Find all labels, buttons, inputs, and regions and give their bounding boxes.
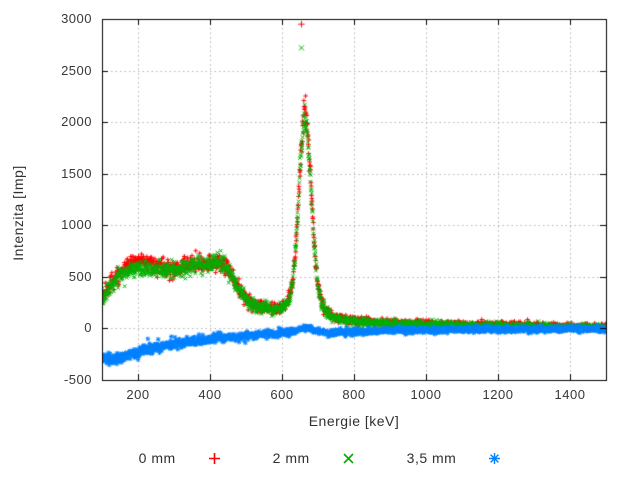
legend-item-2mm: 2 mm [273, 450, 355, 466]
plus-marker-icon [208, 452, 220, 464]
legend-item-0mm: 0 mm [139, 450, 221, 466]
cross-marker-icon [343, 452, 354, 464]
y-tick-label: 3000 [61, 11, 92, 26]
y-tick-label: 2000 [61, 114, 92, 130]
asterisk-marker-icon [489, 452, 501, 464]
x-tick-label: 1000 [410, 387, 442, 402]
y-tick-label: 1500 [61, 165, 92, 181]
legend-label-3_5mm: 3,5 mm [406, 450, 457, 466]
x-tick-label: 200 [126, 387, 150, 402]
y-axis-title: Intenzita [Imp] [10, 165, 26, 261]
x-tick-label: 400 [198, 387, 222, 402]
y-tick-label: -500 [63, 372, 92, 387]
legend-label-2mm: 2 mm [272, 450, 310, 466]
legend: 0 mm 2 mm 3,5 mm [0, 450, 640, 466]
x-axis-title: Energie [keV] [308, 413, 400, 429]
x-tick-label: 1200 [482, 387, 514, 402]
x-tick-label: 600 [270, 387, 294, 402]
x-tick-label: 1400 [554, 387, 586, 402]
y-tick-label: 500 [68, 268, 92, 284]
y-tick-label: 2500 [61, 62, 92, 78]
y-tick-label: 1000 [61, 217, 92, 233]
legend-item-3_5mm: 3,5 mm [407, 450, 502, 466]
y-tick-label: 0 [84, 320, 92, 336]
legend-label-0mm: 0 mm [138, 450, 176, 466]
x-tick-label: 800 [342, 387, 366, 402]
